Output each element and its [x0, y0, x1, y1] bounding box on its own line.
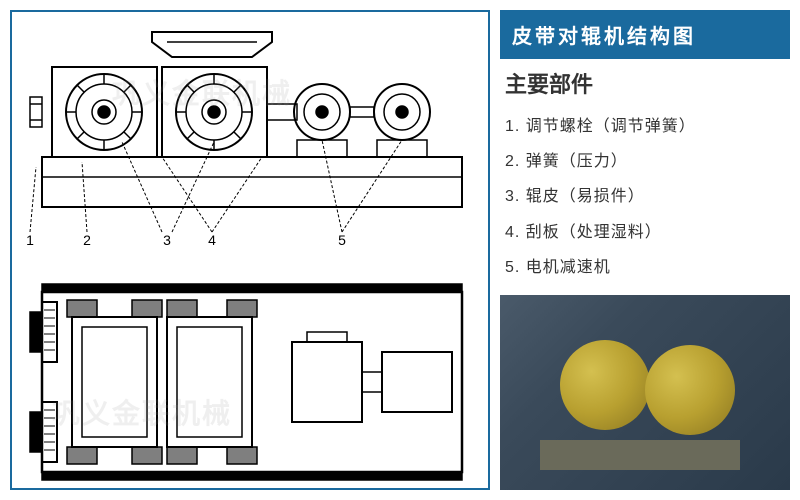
- callout-number: 1: [26, 232, 34, 248]
- parts-list-item: 1. 调节螺栓（调节弹簧）: [505, 109, 785, 144]
- parts-heading: 主要部件: [505, 67, 785, 99]
- technical-diagram-panel: 巩义金联机械 巩义金联机械: [10, 10, 490, 490]
- parts-list: 1. 调节螺栓（调节弹簧）2. 弹簧（压力）3. 辊皮（易损件）4. 刮板（处理…: [505, 109, 785, 285]
- callout-number: 5: [338, 232, 346, 248]
- parts-section: 主要部件 1. 调节螺栓（调节弹簧）2. 弹簧（压力）3. 辊皮（易损件）4. …: [500, 67, 790, 285]
- product-photo: [500, 295, 790, 490]
- callout-number: 4: [208, 232, 216, 248]
- parts-list-item: 5. 电机减速机: [505, 250, 785, 285]
- callout-number: 3: [163, 232, 171, 248]
- diagram-title: 皮带对辊机结构图: [500, 10, 790, 59]
- structure-diagram: 1 2 3 4 5: [12, 12, 488, 488]
- parts-list-item: 4. 刮板（处理湿料）: [505, 215, 785, 250]
- callout-number: 2: [83, 232, 91, 248]
- parts-list-item: 3. 辊皮（易损件）: [505, 179, 785, 214]
- parts-list-item: 2. 弹簧（压力）: [505, 144, 785, 179]
- info-panel: 皮带对辊机结构图 主要部件 1. 调节螺栓（调节弹簧）2. 弹簧（压力）3. 辊…: [500, 10, 790, 490]
